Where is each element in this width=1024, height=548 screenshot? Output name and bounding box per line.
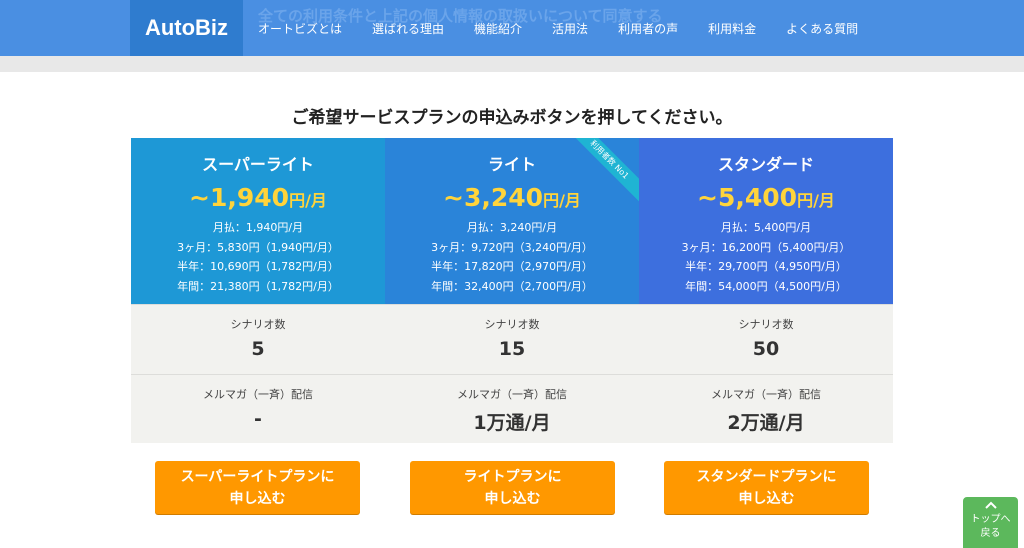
plan-details: 月払：1,940円/月 3ヶ月：5,830円（1,940円/月） 半年：10,6… bbox=[131, 218, 385, 296]
plan-details: 月払：5,400円/月 3ヶ月：16,200円（5,400円/月） 半年：29,… bbox=[639, 218, 893, 296]
plan-super-light: スーパーライト ~1,940円/月 月払：1,940円/月 3ヶ月：5,830円… bbox=[131, 138, 385, 443]
mail-label: メルマガ（一斉）配信 bbox=[203, 388, 313, 401]
plan-header: スタンダード ~5,400円/月 月払：5,400円/月 3ヶ月：16,200円… bbox=[639, 138, 893, 304]
plan-header: ライト ~3,240円/月 月払：3,240円/月 3ヶ月：9,720円（3,2… bbox=[385, 138, 639, 304]
header-divider-band bbox=[0, 56, 1024, 72]
mail-value: 1万通/月 bbox=[473, 412, 551, 434]
nav-item-usage[interactable]: 活用法 bbox=[552, 21, 589, 36]
main-nav: オートビズとは 選ばれる理由 機能紹介 活用法 利用者の声 利用料金 よくある質… bbox=[258, 0, 888, 56]
detail-monthly: 月払：3,240円/月 bbox=[466, 221, 558, 234]
detail-3months: 3ヶ月：9,720円（3,240円/月） bbox=[431, 240, 593, 254]
scenario-label: シナリオ数 bbox=[738, 318, 794, 331]
plan-name: スーパーライト bbox=[202, 155, 314, 174]
price-unit: 円/月 bbox=[797, 191, 835, 210]
site-header: 全ての利用条件と上記の個人情報の取扱いについて同意する AutoBiz オートビ… bbox=[0, 0, 1024, 56]
detail-yearly: 年間：32,400円（2,700円/月） bbox=[431, 279, 593, 293]
price-prefix: ~ bbox=[189, 183, 210, 212]
mail-row: メルマガ（一斉）配信 - bbox=[131, 374, 385, 443]
mail-value: - bbox=[254, 408, 262, 430]
nav-item-reasons[interactable]: 選ばれる理由 bbox=[372, 21, 445, 36]
nav-item-about[interactable]: オートビズとは bbox=[258, 21, 343, 36]
mail-label: メルマガ（一斉）配信 bbox=[457, 388, 567, 401]
scenario-label: シナリオ数 bbox=[484, 318, 540, 331]
page-heading: ご希望サービスプランの申込みボタンを押してください。 bbox=[291, 108, 733, 128]
mail-row: メルマガ（一斉）配信 2万通/月 bbox=[639, 374, 893, 443]
mail-label: メルマガ（一斉）配信 bbox=[711, 388, 821, 401]
detail-monthly: 月払：5,400円/月 bbox=[720, 221, 812, 234]
plan-price: ~5,400円/月 bbox=[639, 181, 893, 218]
plan-details: 月払：3,240円/月 3ヶ月：9,720円（3,240円/月） 半年：17,8… bbox=[385, 218, 639, 296]
button-label-line1: スーパーライトプランに bbox=[180, 469, 335, 485]
autobiz-logo[interactable]: AutoBiz bbox=[130, 0, 243, 56]
price-value: 1,940 bbox=[210, 183, 290, 212]
scenario-row: シナリオ数 50 bbox=[639, 304, 893, 374]
plan-name: スタンダード bbox=[717, 155, 814, 174]
plan-table: スーパーライト ~1,940円/月 月払：1,940円/月 3ヶ月：5,830円… bbox=[131, 138, 893, 443]
detail-yearly: 年間：21,380円（1,782円/月） bbox=[177, 279, 339, 293]
nav-item-testimonials[interactable]: 利用者の声 bbox=[618, 21, 679, 36]
detail-3months: 3ヶ月：5,830円（1,940円/月） bbox=[177, 240, 339, 254]
price-value: 5,400 bbox=[718, 183, 798, 212]
nav-item-faq[interactable]: よくある質問 bbox=[786, 21, 859, 36]
detail-monthly: 月払：1,940円/月 bbox=[212, 221, 304, 234]
button-label-line2: 申し込む bbox=[738, 491, 795, 507]
scenario-value: 15 bbox=[498, 338, 526, 360]
plan-standard: スタンダード ~5,400円/月 月払：5,400円/月 3ヶ月：16,200円… bbox=[639, 138, 893, 443]
plan-name: ライト bbox=[487, 155, 536, 174]
price-value: 3,240 bbox=[464, 183, 544, 212]
detail-yearly: 年間：54,000円（4,500円/月） bbox=[685, 279, 847, 293]
scenario-row: シナリオ数 15 bbox=[385, 304, 639, 374]
button-label-line2: 申し込む bbox=[229, 491, 286, 507]
mail-row: メルマガ（一斉）配信 1万通/月 bbox=[385, 374, 639, 443]
scenario-value: 50 bbox=[752, 338, 780, 360]
plan-price: ~3,240円/月 bbox=[385, 181, 639, 218]
mail-value: 2万通/月 bbox=[727, 412, 805, 434]
agreement-ghost-text: 全ての利用条件と上記の個人情報の取扱いについて同意する bbox=[258, 7, 663, 25]
apply-standard-button[interactable]: スタンダードプランに 申し込む bbox=[664, 461, 869, 514]
price-prefix: ~ bbox=[697, 183, 718, 212]
back-to-top-label-line2: 戻る bbox=[980, 528, 1001, 539]
price-prefix: ~ bbox=[443, 183, 464, 212]
detail-3months: 3ヶ月：16,200円（5,400円/月） bbox=[681, 240, 851, 254]
scenario-label: シナリオ数 bbox=[230, 318, 286, 331]
button-label-line2: 申し込む bbox=[484, 491, 541, 507]
plan-header: スーパーライト ~1,940円/月 月払：1,940円/月 3ヶ月：5,830円… bbox=[131, 138, 385, 304]
button-label-line1: スタンダードプランに bbox=[696, 469, 837, 485]
price-unit: 円/月 bbox=[543, 191, 581, 210]
apply-super-light-button[interactable]: スーパーライトプランに 申し込む bbox=[155, 461, 360, 514]
detail-half-year: 半年：17,820円（2,970円/月） bbox=[431, 260, 593, 273]
scenario-row: シナリオ数 5 bbox=[131, 304, 385, 374]
button-label-line1: ライトプランに bbox=[463, 469, 562, 485]
plan-price: ~1,940円/月 bbox=[131, 181, 385, 218]
apply-light-button[interactable]: ライトプランに 申し込む bbox=[410, 461, 615, 514]
detail-half-year: 半年：10,690円（1,782円/月） bbox=[177, 260, 339, 273]
plan-light: ライト ~3,240円/月 月払：3,240円/月 3ヶ月：9,720円（3,2… bbox=[385, 138, 639, 443]
nav-item-pricing[interactable]: 利用料金 bbox=[708, 21, 757, 36]
scenario-value: 5 bbox=[251, 338, 265, 360]
price-unit: 円/月 bbox=[289, 191, 327, 210]
back-to-top-label-line1: トップへ bbox=[970, 514, 1011, 525]
back-to-top-button[interactable]: トップへ 戻る bbox=[963, 497, 1018, 548]
detail-half-year: 半年：29,700円（4,950円/月） bbox=[685, 260, 847, 273]
chevron-up-icon bbox=[963, 497, 1018, 513]
nav-item-features[interactable]: 機能紹介 bbox=[474, 21, 523, 36]
